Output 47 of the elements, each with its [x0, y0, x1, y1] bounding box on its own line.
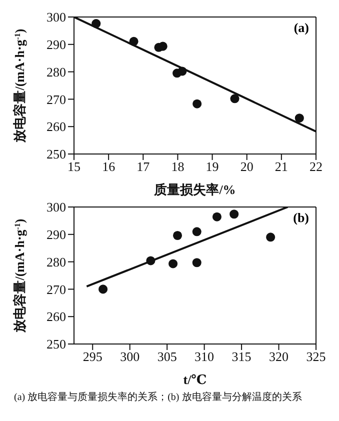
point: [146, 256, 156, 266]
point: [98, 284, 108, 294]
y-tick-label: 250: [46, 336, 66, 352]
y-tick-label: 270: [46, 282, 66, 297]
x-tick-label: 300: [120, 349, 140, 364]
x-tick-label: 22: [310, 159, 322, 174]
x-tick-label: 19: [206, 159, 219, 174]
point: [266, 232, 276, 242]
x-tick-label: 320: [269, 349, 289, 364]
point: [129, 36, 138, 46]
x-tick-label: 18: [171, 159, 184, 174]
x-axis-title: t/℃: [183, 372, 207, 387]
x-axis-title: 质量损失率/%: [153, 182, 236, 197]
point: [192, 227, 202, 236]
y-tick-label: 300: [46, 10, 66, 25]
y-tick-label: 270: [46, 92, 66, 107]
y-tick-label: 290: [46, 37, 66, 52]
y-tick-label: 260: [46, 119, 66, 134]
point: [294, 114, 304, 123]
x-tick-label: 16: [102, 159, 116, 174]
text: (a) 放电容量与质量损失率的关系；(b) 放电容量与分解温度的关系: [14, 390, 303, 404]
point: [168, 259, 178, 268]
y-tick-label: 300: [46, 200, 66, 215]
point: [178, 66, 187, 76]
x-tick-label: 325: [306, 349, 326, 364]
x-tick-label: 305: [157, 349, 177, 364]
x-tick-label: 315: [232, 349, 252, 364]
annotation: (b): [293, 210, 309, 226]
point: [230, 94, 240, 104]
x-tick-label: 15: [68, 159, 80, 174]
point: [192, 258, 202, 268]
point: [230, 210, 239, 219]
x-tick-label: 17: [136, 159, 150, 174]
point: [192, 99, 202, 108]
point: [172, 230, 182, 240]
x-tick-label: 20: [240, 159, 254, 174]
y-tick-label: 250: [46, 146, 66, 162]
y-tick-label: 280: [46, 254, 66, 270]
annotation: (a): [294, 20, 309, 36]
y-tick-label: 280: [46, 64, 66, 80]
x-tick-label: 310: [194, 349, 214, 364]
y-tick-label: 290: [46, 227, 66, 242]
point: [212, 212, 222, 222]
point: [92, 19, 101, 28]
x-tick-label: 295: [82, 349, 102, 364]
x-tick-label: 21: [274, 159, 288, 174]
y-tick-label: 260: [46, 309, 66, 324]
